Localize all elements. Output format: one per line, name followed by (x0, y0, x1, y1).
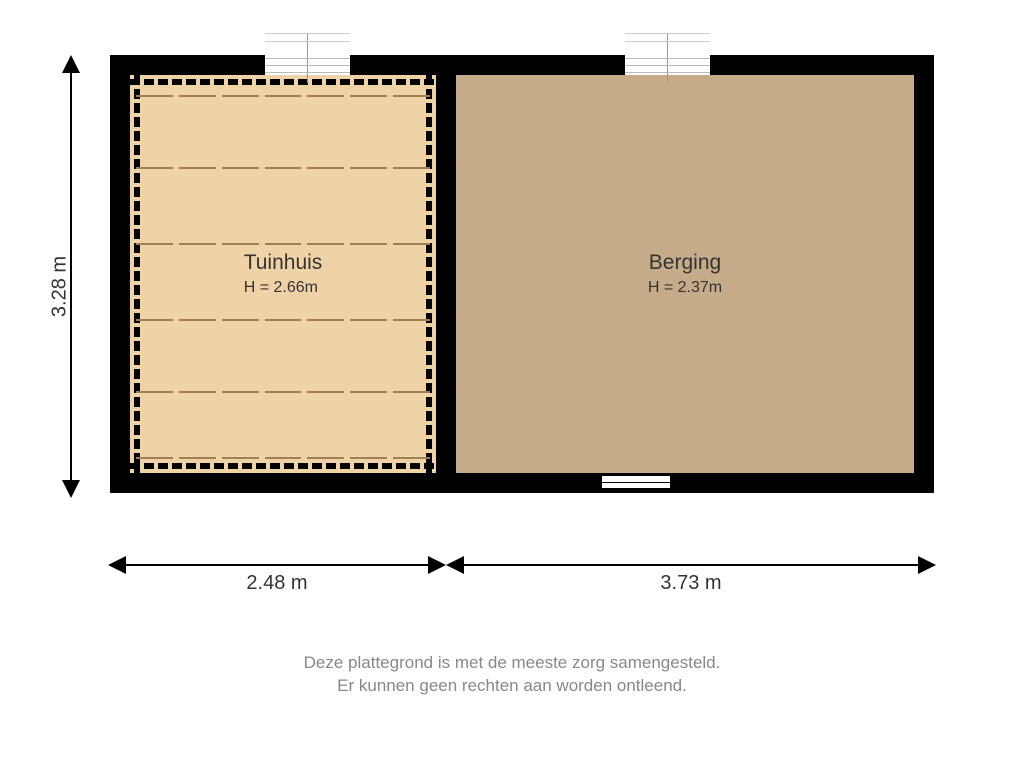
room-height-tuinhuis: H = 2.66m (244, 279, 323, 297)
plank-row (130, 243, 436, 245)
door-top-right-rule4 (625, 65, 710, 66)
room-berging: Berging H = 2.37m (456, 75, 914, 473)
dim-label-h1: 2.48 m (237, 572, 317, 595)
tuinhuis-dotted-top (130, 79, 436, 85)
tuinhuis-labels: Tuinhuis H = 2.66m (244, 251, 323, 297)
disclaimer-line2: Er kunnen geen rechten aan worden ontlee… (0, 675, 1024, 698)
disclaimer-line1: Deze plattegrond is met de meeste zorg s… (0, 652, 1024, 675)
tuinhuis-dotted-right (426, 75, 432, 473)
door-top-left-rule4 (265, 65, 350, 66)
tuinhuis-dotted-bottom (130, 463, 436, 469)
door-top-left-rule3 (265, 58, 350, 59)
dim-line-h1 (112, 564, 442, 566)
room-height-berging: H = 2.37m (648, 279, 722, 297)
door-top-right-rule3 (625, 58, 710, 59)
door-top-right-rule1 (625, 33, 710, 34)
door-top-left-rule1 (265, 33, 350, 34)
plank-row (130, 391, 436, 393)
window-mullion (602, 482, 670, 483)
floorplan-outer: Tuinhuis H = 2.66m Berging H = 2.37m (110, 55, 934, 493)
arrowhead-h2-left (446, 556, 464, 574)
room-tuinhuis: Tuinhuis H = 2.66m (130, 75, 436, 473)
arrowhead-h1-right (428, 556, 446, 574)
arrowhead-down (62, 480, 80, 498)
door-top-right-rule5 (625, 72, 710, 73)
window-bottom (600, 474, 672, 490)
arrowhead-h2-right (918, 556, 936, 574)
room-name-berging: Berging (649, 251, 721, 275)
plank-row (130, 95, 436, 97)
plank-row (130, 167, 436, 169)
arrowhead-h1-left (108, 556, 126, 574)
disclaimer: Deze plattegrond is met de meeste zorg s… (0, 652, 1024, 698)
plank-row (130, 319, 436, 321)
door-top-left-rule2 (265, 41, 350, 42)
room-name-tuinhuis: Tuinhuis (244, 251, 323, 275)
dim-label-vertical: 3.28 m (49, 247, 72, 327)
dim-label-h2: 3.73 m (651, 572, 731, 595)
internal-wall (436, 75, 456, 473)
tuinhuis-dotted-left (134, 75, 140, 473)
plank-row (130, 457, 436, 459)
dim-line-h2 (450, 564, 932, 566)
arrowhead-up (62, 55, 80, 73)
door-top-right-rule2 (625, 41, 710, 42)
door-top-left-rule5 (265, 72, 350, 73)
